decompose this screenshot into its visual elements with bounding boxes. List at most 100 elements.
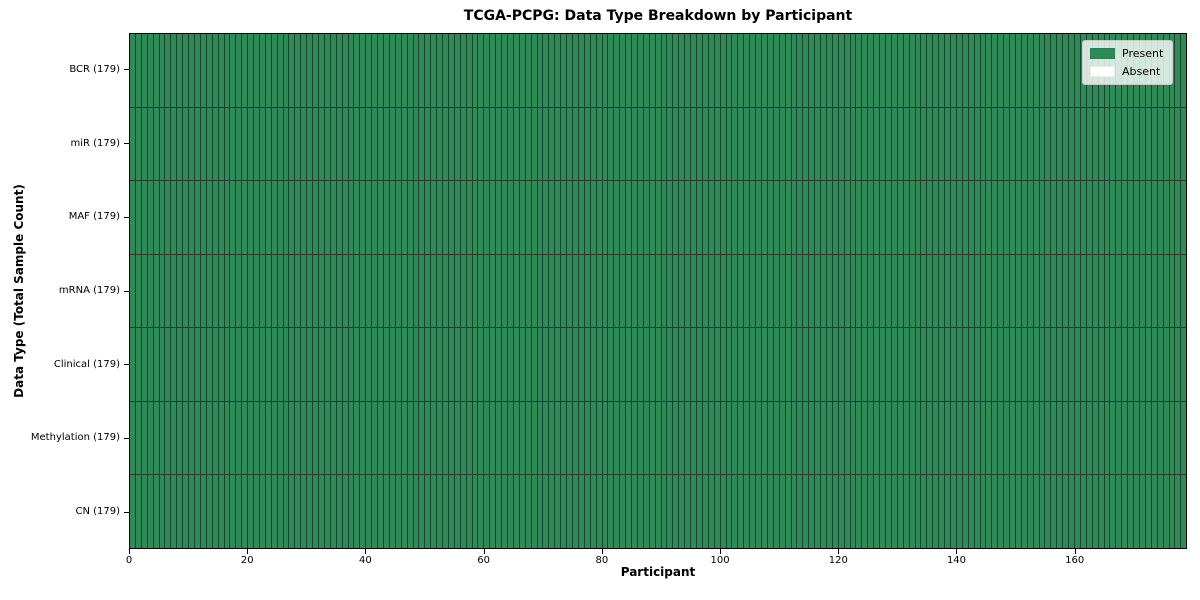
heatmap-cell-present — [182, 181, 189, 254]
heatmap-cell-present — [660, 401, 667, 475]
heatmap-cell-present — [696, 254, 702, 328]
heatmap-cell-present — [589, 34, 596, 107]
heatmap-cell-present — [447, 475, 454, 549]
heatmap-cell-present — [146, 475, 153, 549]
heatmap-cell-present — [843, 34, 850, 107]
y-tick-mark — [124, 143, 129, 145]
heatmap-cell-present — [944, 107, 950, 181]
heatmap-cell-present — [347, 254, 354, 328]
heatmap-cell-present — [890, 181, 897, 254]
heatmap-cell-present — [955, 107, 962, 181]
heatmap-cell-present — [601, 107, 608, 181]
heatmap-cell-present — [164, 401, 171, 475]
heatmap-cell-present — [199, 107, 206, 181]
heatmap-cell-present — [719, 254, 726, 328]
heatmap-cell-present — [430, 34, 437, 107]
heatmap-cell-present — [820, 181, 826, 254]
heatmap-cell-present — [583, 34, 590, 107]
heatmap-cell-present — [359, 401, 366, 475]
legend-item-absent: Absent — [1090, 65, 1163, 78]
heatmap-cell-present — [601, 254, 608, 328]
heatmap-cell-present — [725, 107, 732, 181]
heatmap-cell-present — [796, 107, 803, 181]
heatmap-cell-present — [908, 254, 915, 328]
heatmap-cell-present — [701, 328, 708, 401]
heatmap-cell-present — [193, 34, 200, 107]
heatmap-cell-present — [684, 181, 691, 254]
heatmap-cell-present — [766, 475, 773, 549]
heatmap-cell-present — [382, 181, 389, 254]
heatmap-cell-present — [743, 401, 750, 475]
heatmap-cell-present — [701, 34, 708, 107]
heatmap-cell-present — [341, 475, 348, 549]
heatmap-cell-present — [465, 107, 472, 181]
heatmap-cell-present — [377, 328, 383, 401]
heatmap-cell-present — [932, 107, 939, 181]
heatmap-cell-present — [1115, 401, 1122, 475]
heatmap-cell-present — [1044, 475, 1051, 549]
heatmap-cell-present — [524, 328, 531, 401]
heatmap-cell-present — [211, 34, 218, 107]
heatmap-cell-present — [1009, 401, 1015, 475]
heatmap-cell-present — [146, 328, 153, 401]
heatmap-cell-present — [772, 254, 779, 328]
heatmap-cell-present — [229, 254, 236, 328]
heatmap-cell-present — [282, 475, 289, 549]
heatmap-cell-present — [1162, 328, 1169, 401]
heatmap-cell-present — [382, 34, 389, 107]
heatmap-cell-present — [442, 34, 448, 107]
heatmap-cell-present — [979, 328, 986, 401]
heatmap-cell-present — [318, 401, 324, 475]
heatmap-cell-present — [335, 107, 342, 181]
heatmap-cell-present — [382, 401, 389, 475]
heatmap-cell-present — [796, 475, 803, 549]
heatmap-cell-present — [666, 107, 673, 181]
heatmap-cell-present — [424, 401, 431, 475]
heatmap-cell-present — [997, 254, 1004, 328]
heatmap-cell-present — [1085, 401, 1092, 475]
heatmap-cell-present — [784, 254, 791, 328]
heatmap-cell-present — [1150, 254, 1157, 328]
heatmap-cell-present — [1062, 328, 1069, 401]
heatmap-cell-present — [459, 475, 466, 549]
heatmap-cell-present — [920, 34, 927, 107]
heatmap-cell-present — [713, 328, 720, 401]
heatmap-cell-present — [294, 475, 301, 549]
heatmap-cell-present — [489, 107, 496, 181]
heatmap-cell-present — [1091, 254, 1098, 328]
heatmap-cell-present — [341, 34, 348, 107]
heatmap-cell-present — [583, 328, 590, 401]
heatmap-cell-present — [1026, 328, 1033, 401]
heatmap-cell-present — [164, 107, 171, 181]
heatmap-cell-present — [282, 328, 289, 401]
heatmap-cell-present — [306, 475, 313, 549]
heatmap-cell-present — [130, 328, 135, 401]
heatmap-cell-present — [347, 401, 354, 475]
heatmap-row — [130, 400, 1187, 475]
heatmap-cell-present — [625, 34, 632, 107]
heatmap-cell-present — [436, 254, 443, 328]
heatmap-cell-present — [146, 181, 153, 254]
heatmap-cell-present — [772, 401, 779, 475]
heatmap-cell-present — [453, 328, 460, 401]
heatmap-cell-present — [294, 34, 301, 107]
heatmap-cell-present — [335, 181, 342, 254]
heatmap-cell-present — [205, 401, 212, 475]
heatmap-cell-present — [1109, 181, 1116, 254]
heatmap-cell-present — [223, 107, 230, 181]
heatmap-cell-present — [642, 401, 649, 475]
heatmap-cell-present — [524, 34, 531, 107]
heatmap-cell-present — [944, 475, 950, 549]
heatmap-cell-present — [406, 107, 413, 181]
heatmap-cell-present — [1174, 181, 1181, 254]
heatmap-cell-present — [1026, 254, 1033, 328]
heatmap-cell-present — [961, 254, 968, 328]
heatmap-cell-present — [447, 181, 454, 254]
heatmap-cell-present — [1014, 181, 1021, 254]
heatmap-cell-present — [318, 107, 324, 181]
heatmap-cell-present — [654, 181, 661, 254]
heatmap-cell-present — [300, 401, 307, 475]
heatmap-cell-present — [388, 328, 395, 401]
heatmap-cell-present — [453, 254, 460, 328]
heatmap-cell-present — [394, 34, 401, 107]
